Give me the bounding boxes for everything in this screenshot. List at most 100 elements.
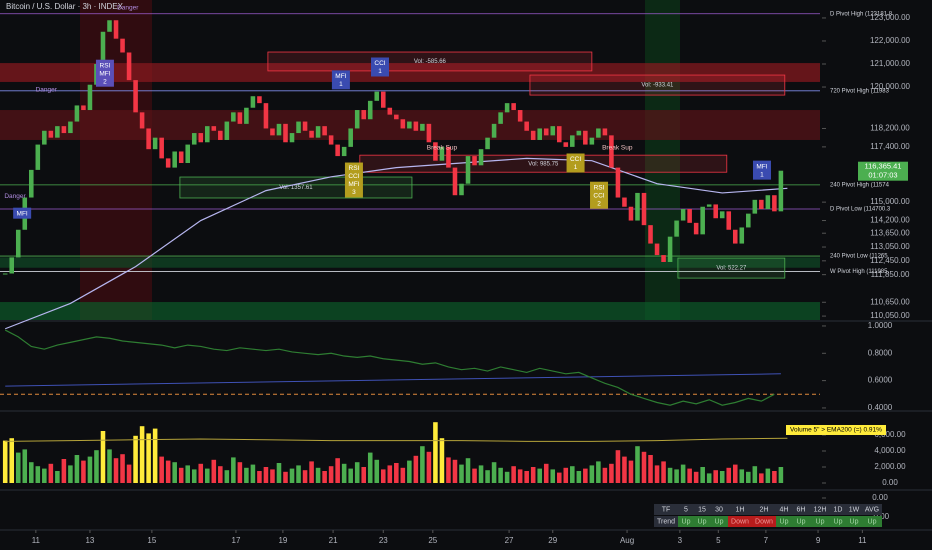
candle xyxy=(335,144,340,157)
volume-bar xyxy=(322,471,327,483)
table-header: 2H xyxy=(760,506,769,513)
vol-label: Vol: 985.75 xyxy=(528,161,559,167)
candle xyxy=(465,156,471,184)
y-tick-label: 0.4000 xyxy=(868,403,893,412)
signal-text: CCI xyxy=(374,60,385,67)
candle xyxy=(283,123,288,143)
candle xyxy=(100,31,106,65)
candle xyxy=(380,91,386,108)
x-tick-label: 7 xyxy=(764,536,769,545)
volume-bar xyxy=(387,465,393,483)
x-tick-label: 13 xyxy=(85,536,94,545)
volume-bar xyxy=(719,471,725,483)
candle xyxy=(263,103,269,129)
volume-bar xyxy=(205,468,210,483)
candle xyxy=(224,121,230,140)
volume-bar xyxy=(609,463,614,483)
table-cell: Up xyxy=(834,518,843,525)
highlight-band xyxy=(80,0,152,320)
pivot-label: D Pivot Low (114700.3 xyxy=(830,207,891,213)
signal-text: 1 xyxy=(574,164,578,171)
volume-bar xyxy=(257,471,262,483)
candle xyxy=(550,126,556,136)
table-header-cell xyxy=(792,504,810,515)
note: Break Sup xyxy=(427,145,458,152)
candle xyxy=(2,273,8,275)
volume-bar xyxy=(361,467,367,483)
signal-text: 2 xyxy=(597,200,601,207)
price-tag xyxy=(858,161,908,181)
volume-bar xyxy=(302,470,308,483)
volume-bar xyxy=(687,468,692,483)
vol-box xyxy=(267,51,593,72)
table-header-cell xyxy=(654,504,678,515)
volume-bar xyxy=(498,467,503,483)
x-tick-label: 11 xyxy=(858,536,867,545)
volume-bar xyxy=(126,464,132,483)
volume-bar xyxy=(211,459,217,483)
volume-bar xyxy=(35,466,41,483)
table-header-cell xyxy=(694,504,710,515)
volume-bar xyxy=(165,460,171,483)
table-cell: Up xyxy=(780,518,789,525)
candle xyxy=(746,213,751,228)
table-cell-bg xyxy=(846,516,862,527)
candle xyxy=(218,130,223,140)
x-tick-label: 3 xyxy=(678,536,683,545)
candle xyxy=(191,133,197,145)
y-tick-label: 113,050.00 xyxy=(870,242,910,251)
volume-bar xyxy=(772,471,777,483)
volume-bar xyxy=(556,472,562,483)
signal-text: CCI xyxy=(348,173,359,180)
volume-bar xyxy=(133,435,138,483)
volume-bar xyxy=(530,467,536,483)
volume-bar xyxy=(22,449,28,483)
zone xyxy=(0,257,820,268)
candle xyxy=(237,112,243,124)
signal-text: CCI xyxy=(593,192,604,199)
y-tick-label: 0.00 xyxy=(882,478,898,487)
candle xyxy=(407,121,412,129)
candle xyxy=(178,151,184,163)
candle xyxy=(667,236,673,262)
table-cell: Up xyxy=(850,518,859,525)
candle xyxy=(81,105,86,111)
candle xyxy=(687,209,692,223)
table-header-cell xyxy=(810,504,830,515)
volume-bar xyxy=(667,467,673,483)
candle xyxy=(205,126,210,143)
volume-bar xyxy=(622,456,627,483)
volume-bar xyxy=(491,462,497,483)
y-tick-label: 121,000.00 xyxy=(870,59,911,68)
candle xyxy=(622,197,627,207)
candle xyxy=(459,183,464,196)
volume-bar xyxy=(433,422,438,483)
vol-label: Vol: 522.27 xyxy=(716,266,747,272)
volume-bar xyxy=(81,460,86,483)
volume-bar xyxy=(446,457,451,483)
baseline xyxy=(5,373,781,387)
signal-text: RSI xyxy=(100,62,111,69)
candle xyxy=(126,52,132,81)
volume-bar xyxy=(420,446,425,483)
volume-bar xyxy=(517,469,523,483)
volume-bar xyxy=(354,462,360,483)
candle xyxy=(772,195,777,212)
candle xyxy=(759,199,764,210)
volume-bar xyxy=(778,467,784,483)
volume-bar xyxy=(139,426,145,483)
table-header: 12H xyxy=(814,506,827,513)
candle xyxy=(530,130,536,140)
volume-bar xyxy=(602,467,608,483)
x-tick-label: 29 xyxy=(548,536,557,545)
candle xyxy=(87,84,93,111)
volume-bar xyxy=(583,468,588,483)
signal-text: 2 xyxy=(103,78,107,85)
x-tick-label: Aug xyxy=(620,536,634,545)
volume-bar xyxy=(765,468,771,483)
y-tick-label: 4,000.00 xyxy=(874,446,906,455)
y-tick-label: 110,050.00 xyxy=(870,311,910,320)
candle xyxy=(152,137,158,150)
candle xyxy=(615,167,621,198)
candle xyxy=(504,103,510,113)
